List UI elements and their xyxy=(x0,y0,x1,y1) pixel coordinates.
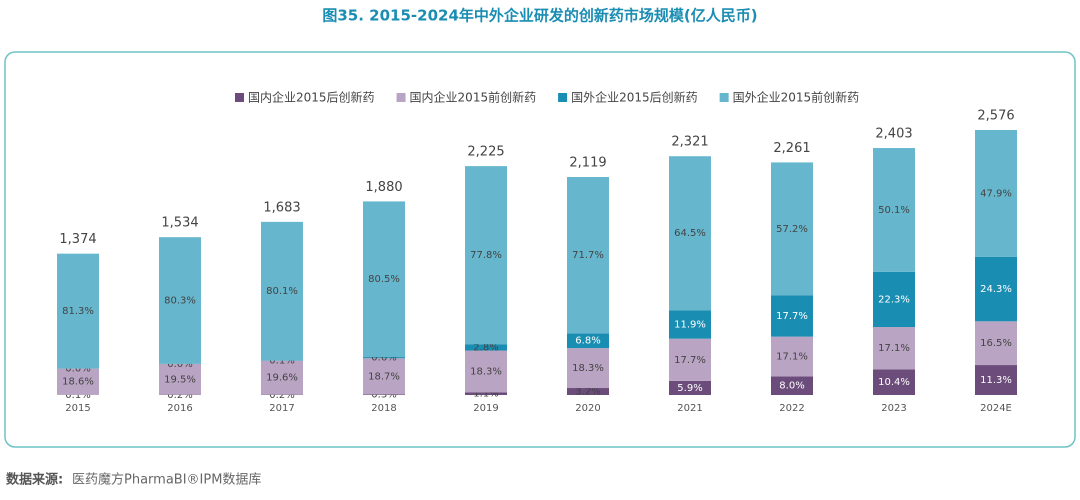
total-label: 2,403 xyxy=(875,126,912,141)
total-label: 2,576 xyxy=(977,109,1014,124)
legend-swatch xyxy=(558,93,567,102)
x-tick-label: 2020 xyxy=(575,403,600,414)
data-label: 17.1% xyxy=(878,343,910,354)
source-text: 医药魔方PharmaBI®IPM数据库 xyxy=(72,472,261,488)
x-tick-label: 2024E xyxy=(980,403,1012,414)
source-label: 数据来源: xyxy=(6,472,63,488)
data-label: 17.7% xyxy=(776,311,808,322)
data-label: 47.9% xyxy=(980,188,1012,199)
data-label: 16.5% xyxy=(980,338,1012,349)
x-tick-label: 2018 xyxy=(371,403,396,414)
data-label: 80.1% xyxy=(266,286,298,297)
legend-swatch xyxy=(235,93,244,102)
total-label: 1,534 xyxy=(161,216,198,231)
data-label: 19.5% xyxy=(164,374,196,385)
data-label: 64.5% xyxy=(674,228,706,239)
x-tick-label: 2015 xyxy=(65,403,90,414)
legend-label: 国外企业2015后创新药 xyxy=(571,90,698,105)
legend-label: 国内企业2015后创新药 xyxy=(248,90,375,105)
data-label: 77.8% xyxy=(470,250,502,261)
x-tick-label: 2022 xyxy=(779,403,804,414)
chart-title: 图35. 2015-2024年中外企业研发的创新药市场规模(亿人民币) xyxy=(322,7,757,25)
data-label: 18.3% xyxy=(572,363,604,374)
legend-label: 国内企业2015前创新药 xyxy=(410,90,537,105)
data-label: 81.3% xyxy=(62,306,94,317)
data-label: 8.0% xyxy=(779,381,804,392)
total-label: 1,683 xyxy=(263,200,300,215)
data-label: 18.3% xyxy=(470,367,502,378)
total-label: 2,321 xyxy=(671,135,708,150)
data-label: 22.3% xyxy=(878,294,910,305)
total-label: 2,225 xyxy=(467,145,504,160)
x-tick-label: 2019 xyxy=(473,403,498,414)
data-label: 50.1% xyxy=(878,205,910,216)
data-label: 6.8% xyxy=(575,336,600,347)
x-tick-label: 2023 xyxy=(881,403,906,414)
total-label: 1,374 xyxy=(59,232,96,247)
data-label: 11.3% xyxy=(980,375,1012,386)
data-label: 3.2% xyxy=(575,387,600,398)
data-label: 24.3% xyxy=(980,284,1012,295)
data-label: 10.4% xyxy=(878,377,910,388)
total-label: 1,880 xyxy=(365,180,402,195)
data-label: 80.3% xyxy=(164,296,196,307)
data-label: 18.7% xyxy=(368,371,400,382)
data-label: 57.2% xyxy=(776,224,808,235)
data-label: 17.1% xyxy=(776,352,808,363)
legend-swatch xyxy=(397,93,406,102)
total-label: 2,261 xyxy=(773,141,810,156)
data-label: 71.7% xyxy=(572,250,604,261)
data-label: 80.5% xyxy=(368,274,400,285)
data-label: 11.9% xyxy=(674,319,706,330)
x-tick-label: 2021 xyxy=(677,403,702,414)
x-tick-label: 2016 xyxy=(167,403,192,414)
total-label: 2,119 xyxy=(569,156,606,171)
data-label: 5.9% xyxy=(677,383,702,394)
legend-label: 国外企业2015前创新药 xyxy=(733,90,860,105)
data-label: 17.7% xyxy=(674,355,706,366)
data-label: 18.6% xyxy=(62,377,94,388)
data-label: 19.6% xyxy=(266,373,298,384)
x-tick-label: 2017 xyxy=(269,403,294,414)
legend-swatch xyxy=(720,93,729,102)
